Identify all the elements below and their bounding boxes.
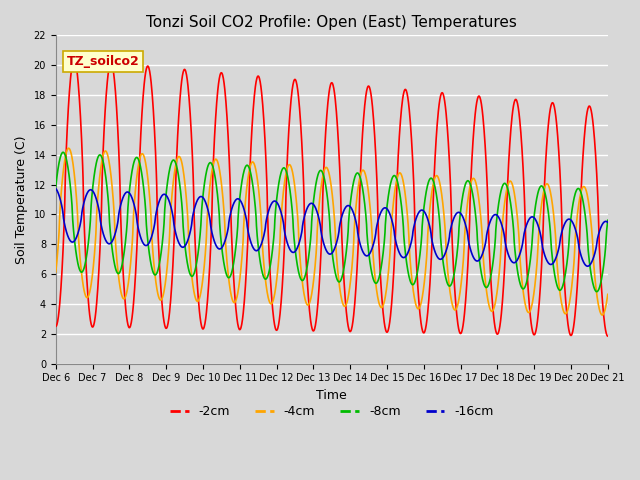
Legend: -2cm, -4cm, -8cm, -16cm: -2cm, -4cm, -8cm, -16cm — [164, 400, 499, 423]
Y-axis label: Soil Temperature (C): Soil Temperature (C) — [15, 135, 28, 264]
Text: TZ_soilco2: TZ_soilco2 — [67, 55, 140, 68]
Title: Tonzi Soil CO2 Profile: Open (East) Temperatures: Tonzi Soil CO2 Profile: Open (East) Temp… — [147, 15, 517, 30]
X-axis label: Time: Time — [316, 389, 347, 402]
